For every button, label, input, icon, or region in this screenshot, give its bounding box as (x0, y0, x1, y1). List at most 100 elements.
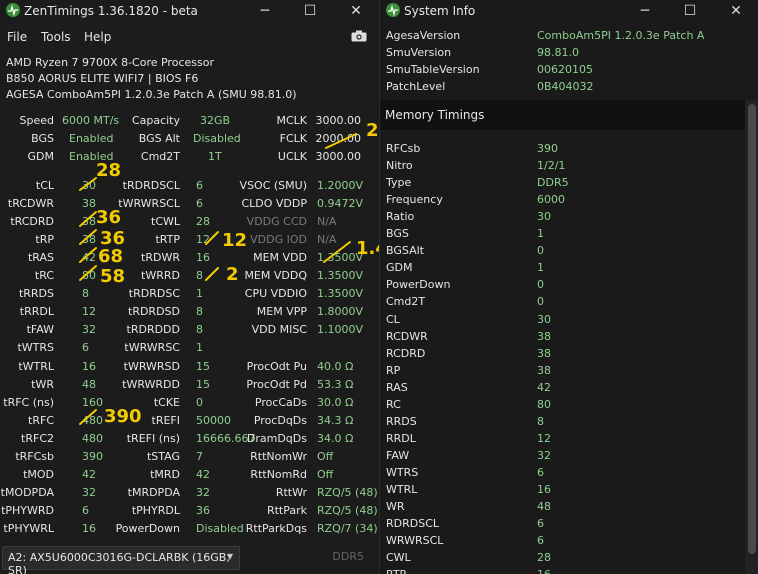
timing-value: 28 (196, 215, 210, 228)
timing-label: tWRWRSCL (118, 197, 180, 210)
fclk-value: 2000.00 (315, 132, 362, 145)
timing-value: 50000 (196, 414, 231, 427)
timing-value: 0 (196, 396, 203, 409)
timing-key: RFCsb (386, 142, 421, 155)
window-title: ZenTimings 1.36.1820 - beta (24, 4, 198, 18)
timing-value: 1 (537, 261, 544, 274)
timing-value: 1.3500V (317, 251, 364, 264)
timing-label: tRTP (155, 233, 180, 246)
bgs-label: BGS (31, 132, 54, 145)
timing-label: tWRWRSC (124, 341, 180, 354)
sysinfo-minimize-button[interactable]: ─ (640, 3, 650, 19)
timing-key: RDRDSCL (386, 517, 440, 530)
timing-value: 80 (537, 398, 551, 411)
timing-label: tRC (34, 269, 54, 282)
timing-label: ProcOdt Pd (246, 378, 307, 391)
bgsalt-value: Disabled (193, 132, 241, 145)
timing-value: 16 (537, 568, 551, 574)
uclk-label: UCLK (277, 150, 307, 163)
timing-label: tREFI (ns) (126, 432, 180, 445)
sysinfo-value: 0B404032 (537, 80, 594, 93)
timing-label: MEM VPP (256, 305, 307, 318)
timing-label: tRFC2 (21, 432, 54, 445)
timing-label: tREFI (151, 414, 180, 427)
sysinfo-app-icon (386, 3, 400, 17)
timing-key: Type (386, 176, 412, 189)
timing-label: PowerDown (115, 522, 180, 535)
annotation-trc: 58 (100, 266, 126, 287)
timing-key: Nitro (386, 159, 413, 172)
timing-label: tRDRDSC (128, 287, 180, 300)
timing-label: tWRWRSD (123, 360, 180, 373)
timing-value: 12 (82, 305, 96, 318)
timing-label: tRDRDDD (126, 323, 180, 336)
timing-value: 42 (82, 251, 96, 264)
minimize-button[interactable]: ─ (260, 3, 270, 19)
timing-value: 8 (196, 305, 203, 318)
timing-label: tRFC (ns) (3, 396, 54, 409)
timing-value: 38 (82, 233, 96, 246)
bgs-value: Enabled (69, 132, 114, 145)
timing-label: tMRD (150, 468, 180, 481)
timing-key: Cmd2T (386, 295, 426, 308)
timing-value: 7 (196, 450, 203, 463)
timing-value: 32 (196, 486, 210, 499)
module-select-value: A2: AX5U6000C3016G-DCLARBK (16GB, SR) (8, 551, 230, 574)
timing-value: 40.0 Ω (317, 360, 354, 373)
memory-type: DDR5 (332, 550, 364, 563)
timing-value: 6 (196, 179, 203, 192)
close-button[interactable]: ✕ (350, 3, 362, 19)
maximize-button[interactable]: ☐ (303, 3, 317, 19)
timing-key: RRDL (386, 432, 416, 445)
timing-key: Ratio (386, 210, 415, 223)
menu-help[interactable]: Help (84, 30, 112, 44)
timing-value: 42 (196, 468, 210, 481)
timing-key: WRWRSCL (386, 534, 444, 547)
timing-value: Off (317, 468, 334, 481)
timing-label: MEM VDD (253, 251, 307, 264)
timing-label: tRP (35, 233, 54, 246)
sysinfo-titlebar[interactable]: System Info ─ ☐ ✕ (380, 0, 758, 22)
cmd2t-value: 1T (208, 150, 222, 163)
module-select[interactable]: A2: AX5U6000C3016G-DCLARBK (16GB, SR) ▼ (2, 546, 240, 574)
timing-value: 53.3 Ω (317, 378, 354, 391)
cpu-name: AMD Ryzen 7 9700X 8-Core Processor (6, 56, 214, 69)
timing-key: RP (386, 364, 401, 377)
zentimings-window: ZenTimings 1.36.1820 - beta ─ ☐ ✕ File T… (0, 0, 379, 574)
menu-tools[interactable]: Tools (41, 30, 71, 44)
timing-value: 1 (537, 227, 544, 240)
camera-icon[interactable] (351, 30, 367, 42)
timing-value: 6 (196, 197, 203, 210)
timing-value: RZQ/7 (34) (317, 522, 378, 535)
timing-value: 6 (82, 341, 89, 354)
timing-value: 30 (537, 210, 551, 223)
timing-value: 0 (537, 295, 544, 308)
timing-label: VDDG CCD (246, 215, 307, 228)
menu-file[interactable]: File (7, 30, 28, 44)
bgsalt-label: BGS Alt (138, 132, 180, 145)
timing-value: 1.8000V (317, 305, 364, 318)
timing-value: 16 (82, 522, 96, 535)
timing-value: 42 (537, 381, 551, 394)
scrollbar-thumb[interactable] (748, 104, 756, 554)
gdm-label: GDM (27, 150, 55, 163)
sysinfo-maximize-button[interactable]: ☐ (683, 3, 697, 19)
timing-label: tRRDL (19, 305, 54, 318)
timing-label: tMRDPDA (127, 486, 180, 499)
timing-label: RttWr (275, 486, 307, 499)
timing-value: 30.0 Ω (317, 396, 354, 409)
timing-value: 1.3500V (317, 287, 364, 300)
timing-key: RC (386, 398, 401, 411)
timing-label: tWTRL (18, 360, 54, 373)
timing-value: 390 (82, 450, 103, 463)
scrollbar[interactable] (745, 100, 758, 574)
zentimings-titlebar[interactable]: ZenTimings 1.36.1820 - beta ─ ☐ ✕ (0, 0, 379, 22)
sysinfo-close-button[interactable]: ✕ (730, 3, 742, 19)
memory-timings-header: Memory Timings (380, 100, 745, 130)
timing-key: WTRL (386, 483, 418, 496)
capacity-value: 32GB (200, 114, 231, 127)
timing-value: 80 (82, 269, 96, 282)
timing-value: 6 (537, 466, 544, 479)
timing-value: 8 (196, 269, 203, 282)
gdm-value: Enabled (69, 150, 114, 163)
